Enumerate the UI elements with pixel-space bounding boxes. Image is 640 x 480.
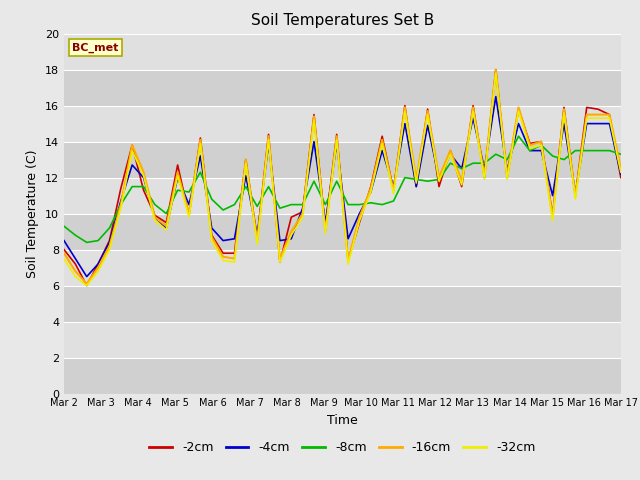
Bar bbox=[64, 70, 621, 106]
Bar bbox=[64, 178, 621, 214]
Bar bbox=[64, 142, 621, 178]
X-axis label: Time: Time bbox=[327, 414, 358, 427]
Y-axis label: Soil Temperature (C): Soil Temperature (C) bbox=[26, 149, 40, 278]
Bar bbox=[64, 358, 621, 394]
Bar bbox=[64, 34, 621, 70]
Bar bbox=[64, 250, 621, 286]
Bar bbox=[64, 322, 621, 358]
Legend: -2cm, -4cm, -8cm, -16cm, -32cm: -2cm, -4cm, -8cm, -16cm, -32cm bbox=[145, 436, 540, 459]
Bar bbox=[64, 214, 621, 250]
Bar bbox=[64, 286, 621, 322]
Title: Soil Temperatures Set B: Soil Temperatures Set B bbox=[251, 13, 434, 28]
Bar bbox=[64, 106, 621, 142]
Text: BC_met: BC_met bbox=[72, 43, 119, 53]
